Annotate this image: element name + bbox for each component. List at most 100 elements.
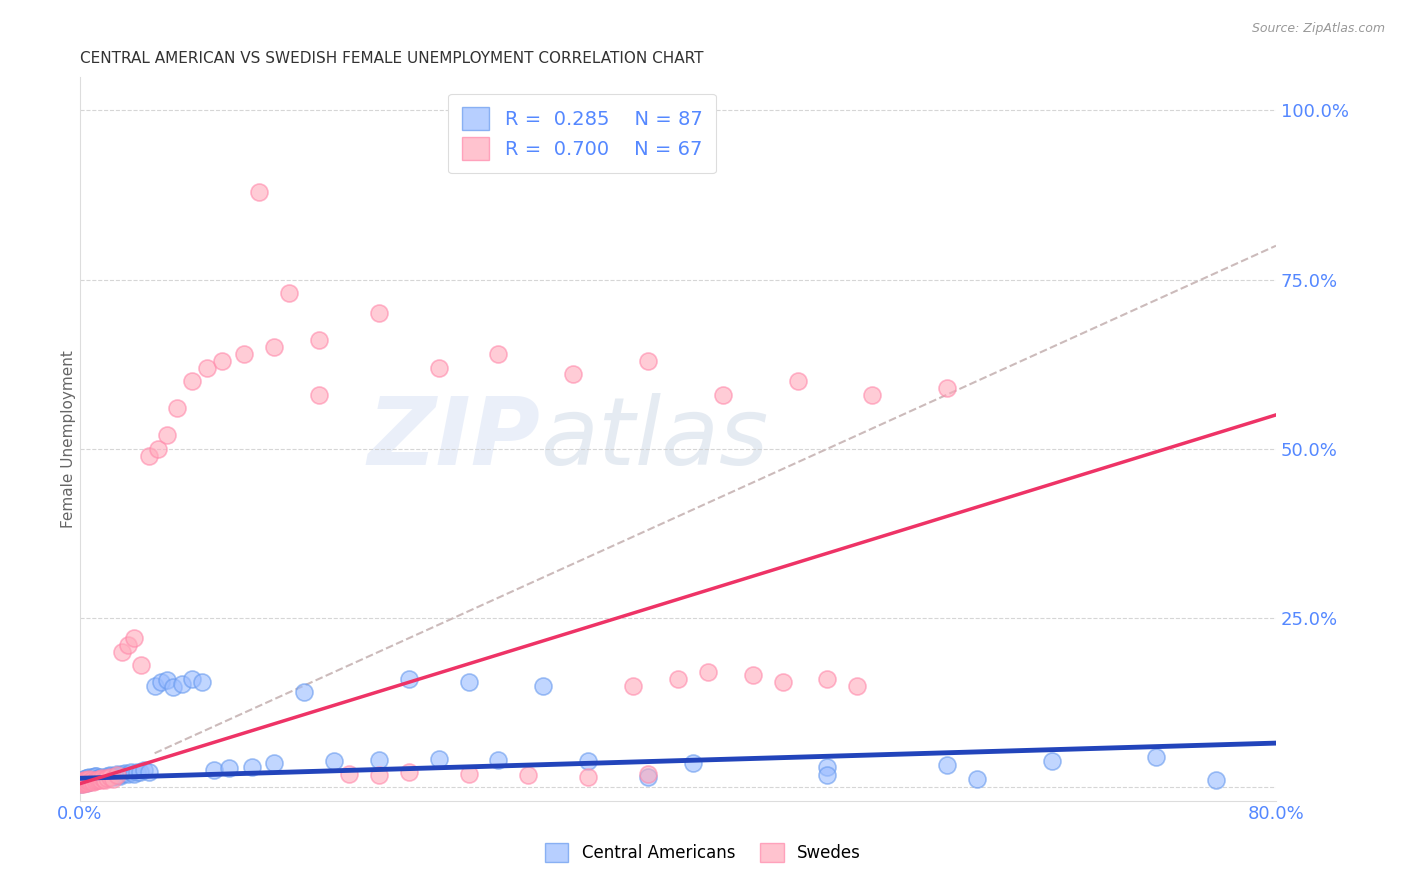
Point — [72, 774, 94, 789]
Point — [621, 679, 644, 693]
Point — [90, 772, 112, 787]
Point — [181, 672, 204, 686]
Point — [966, 772, 988, 786]
Point — [815, 672, 838, 686]
Point — [457, 766, 479, 780]
Point — [308, 387, 330, 401]
Point — [457, 675, 479, 690]
Point — [80, 771, 103, 785]
Point — [815, 760, 838, 774]
Y-axis label: Female Unemployment: Female Unemployment — [62, 350, 76, 527]
Point — [76, 771, 98, 785]
Point — [82, 774, 104, 789]
Point — [117, 638, 139, 652]
Point — [73, 774, 96, 789]
Point — [155, 428, 177, 442]
Point — [263, 340, 285, 354]
Point — [103, 768, 125, 782]
Point — [96, 769, 118, 783]
Point — [562, 368, 585, 382]
Point — [75, 773, 97, 788]
Legend: R =  0.285    N = 87, R =  0.700    N = 67: R = 0.285 N = 87, R = 0.700 N = 67 — [449, 94, 716, 173]
Point — [82, 770, 104, 784]
Point — [77, 775, 100, 789]
Point — [120, 765, 142, 780]
Point — [73, 775, 96, 789]
Point — [114, 765, 136, 780]
Point — [79, 772, 101, 786]
Point — [191, 675, 214, 690]
Point — [98, 770, 121, 784]
Point — [86, 769, 108, 783]
Point — [93, 772, 115, 786]
Point — [91, 772, 114, 786]
Point — [488, 347, 510, 361]
Point — [105, 768, 128, 782]
Point — [79, 774, 101, 789]
Point — [337, 766, 360, 780]
Point — [696, 665, 718, 679]
Point — [129, 658, 152, 673]
Point — [73, 773, 96, 788]
Point — [637, 353, 659, 368]
Point — [637, 766, 659, 780]
Point — [323, 755, 346, 769]
Point — [75, 775, 97, 789]
Text: CENTRAL AMERICAN VS SWEDISH FEMALE UNEMPLOYMENT CORRELATION CHART: CENTRAL AMERICAN VS SWEDISH FEMALE UNEMP… — [80, 51, 703, 66]
Point — [1144, 749, 1167, 764]
Point — [143, 679, 166, 693]
Point — [936, 381, 959, 395]
Point — [72, 777, 94, 791]
Point — [107, 768, 129, 782]
Point — [367, 306, 389, 320]
Point — [517, 768, 540, 782]
Legend: Central Americans, Swedes: Central Americans, Swedes — [537, 834, 869, 871]
Point — [398, 672, 420, 686]
Point — [233, 347, 256, 361]
Point — [83, 774, 105, 789]
Point — [94, 772, 117, 786]
Point — [195, 360, 218, 375]
Point — [846, 679, 869, 693]
Point — [76, 773, 98, 788]
Point — [134, 763, 156, 777]
Point — [83, 773, 105, 788]
Point — [860, 387, 883, 401]
Point — [181, 374, 204, 388]
Point — [1040, 755, 1063, 769]
Point — [72, 773, 94, 788]
Point — [398, 765, 420, 780]
Point — [117, 766, 139, 780]
Point — [786, 374, 808, 388]
Text: ZIP: ZIP — [367, 392, 540, 484]
Point — [247, 185, 270, 199]
Point — [77, 774, 100, 789]
Point — [83, 769, 105, 783]
Point — [166, 401, 188, 416]
Point — [162, 680, 184, 694]
Point — [204, 763, 226, 777]
Point — [82, 772, 104, 787]
Point — [211, 353, 233, 368]
Point — [96, 771, 118, 785]
Text: atlas: atlas — [540, 393, 769, 484]
Point — [263, 756, 285, 771]
Point — [531, 679, 554, 693]
Point — [90, 770, 112, 784]
Point — [94, 773, 117, 788]
Point — [308, 334, 330, 348]
Point — [70, 777, 93, 791]
Point — [101, 770, 124, 784]
Point — [77, 770, 100, 784]
Point — [278, 286, 301, 301]
Point — [77, 772, 100, 787]
Point — [70, 774, 93, 789]
Point — [936, 758, 959, 772]
Point — [146, 442, 169, 456]
Point — [128, 765, 150, 780]
Point — [427, 360, 450, 375]
Point — [70, 775, 93, 789]
Point — [70, 777, 93, 791]
Point — [75, 772, 97, 787]
Point — [76, 773, 98, 788]
